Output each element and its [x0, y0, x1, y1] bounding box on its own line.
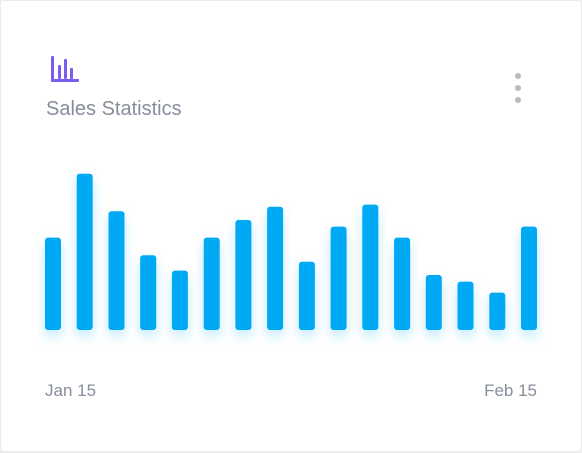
chart-bar: [298, 261, 315, 330]
card-title: Sales Statistics: [46, 98, 182, 120]
chart-bar: [489, 292, 506, 330]
chart-bar: [171, 270, 188, 330]
chart-bar: [76, 173, 93, 330]
chart-bar: [140, 255, 157, 330]
chart-bar: [394, 237, 411, 330]
chart-bar: [45, 237, 61, 330]
bar-chart-icon: [51, 56, 79, 82]
chart-bar: [425, 275, 442, 330]
chart-bar: [235, 220, 252, 330]
chart-bar: [457, 281, 474, 330]
x-axis-start-label: Jan 15: [45, 381, 97, 400]
chart-bar: [362, 204, 379, 330]
chart-bar: [108, 211, 125, 330]
chart-bar: [521, 226, 537, 330]
more-options-button[interactable]: [507, 71, 529, 105]
x-axis-end-label: Feb 15: [484, 381, 537, 400]
chart-bar: [330, 226, 347, 330]
chart-bar: [267, 206, 284, 330]
more-vertical-icon: [515, 73, 521, 79]
chart-bar: [203, 237, 220, 330]
